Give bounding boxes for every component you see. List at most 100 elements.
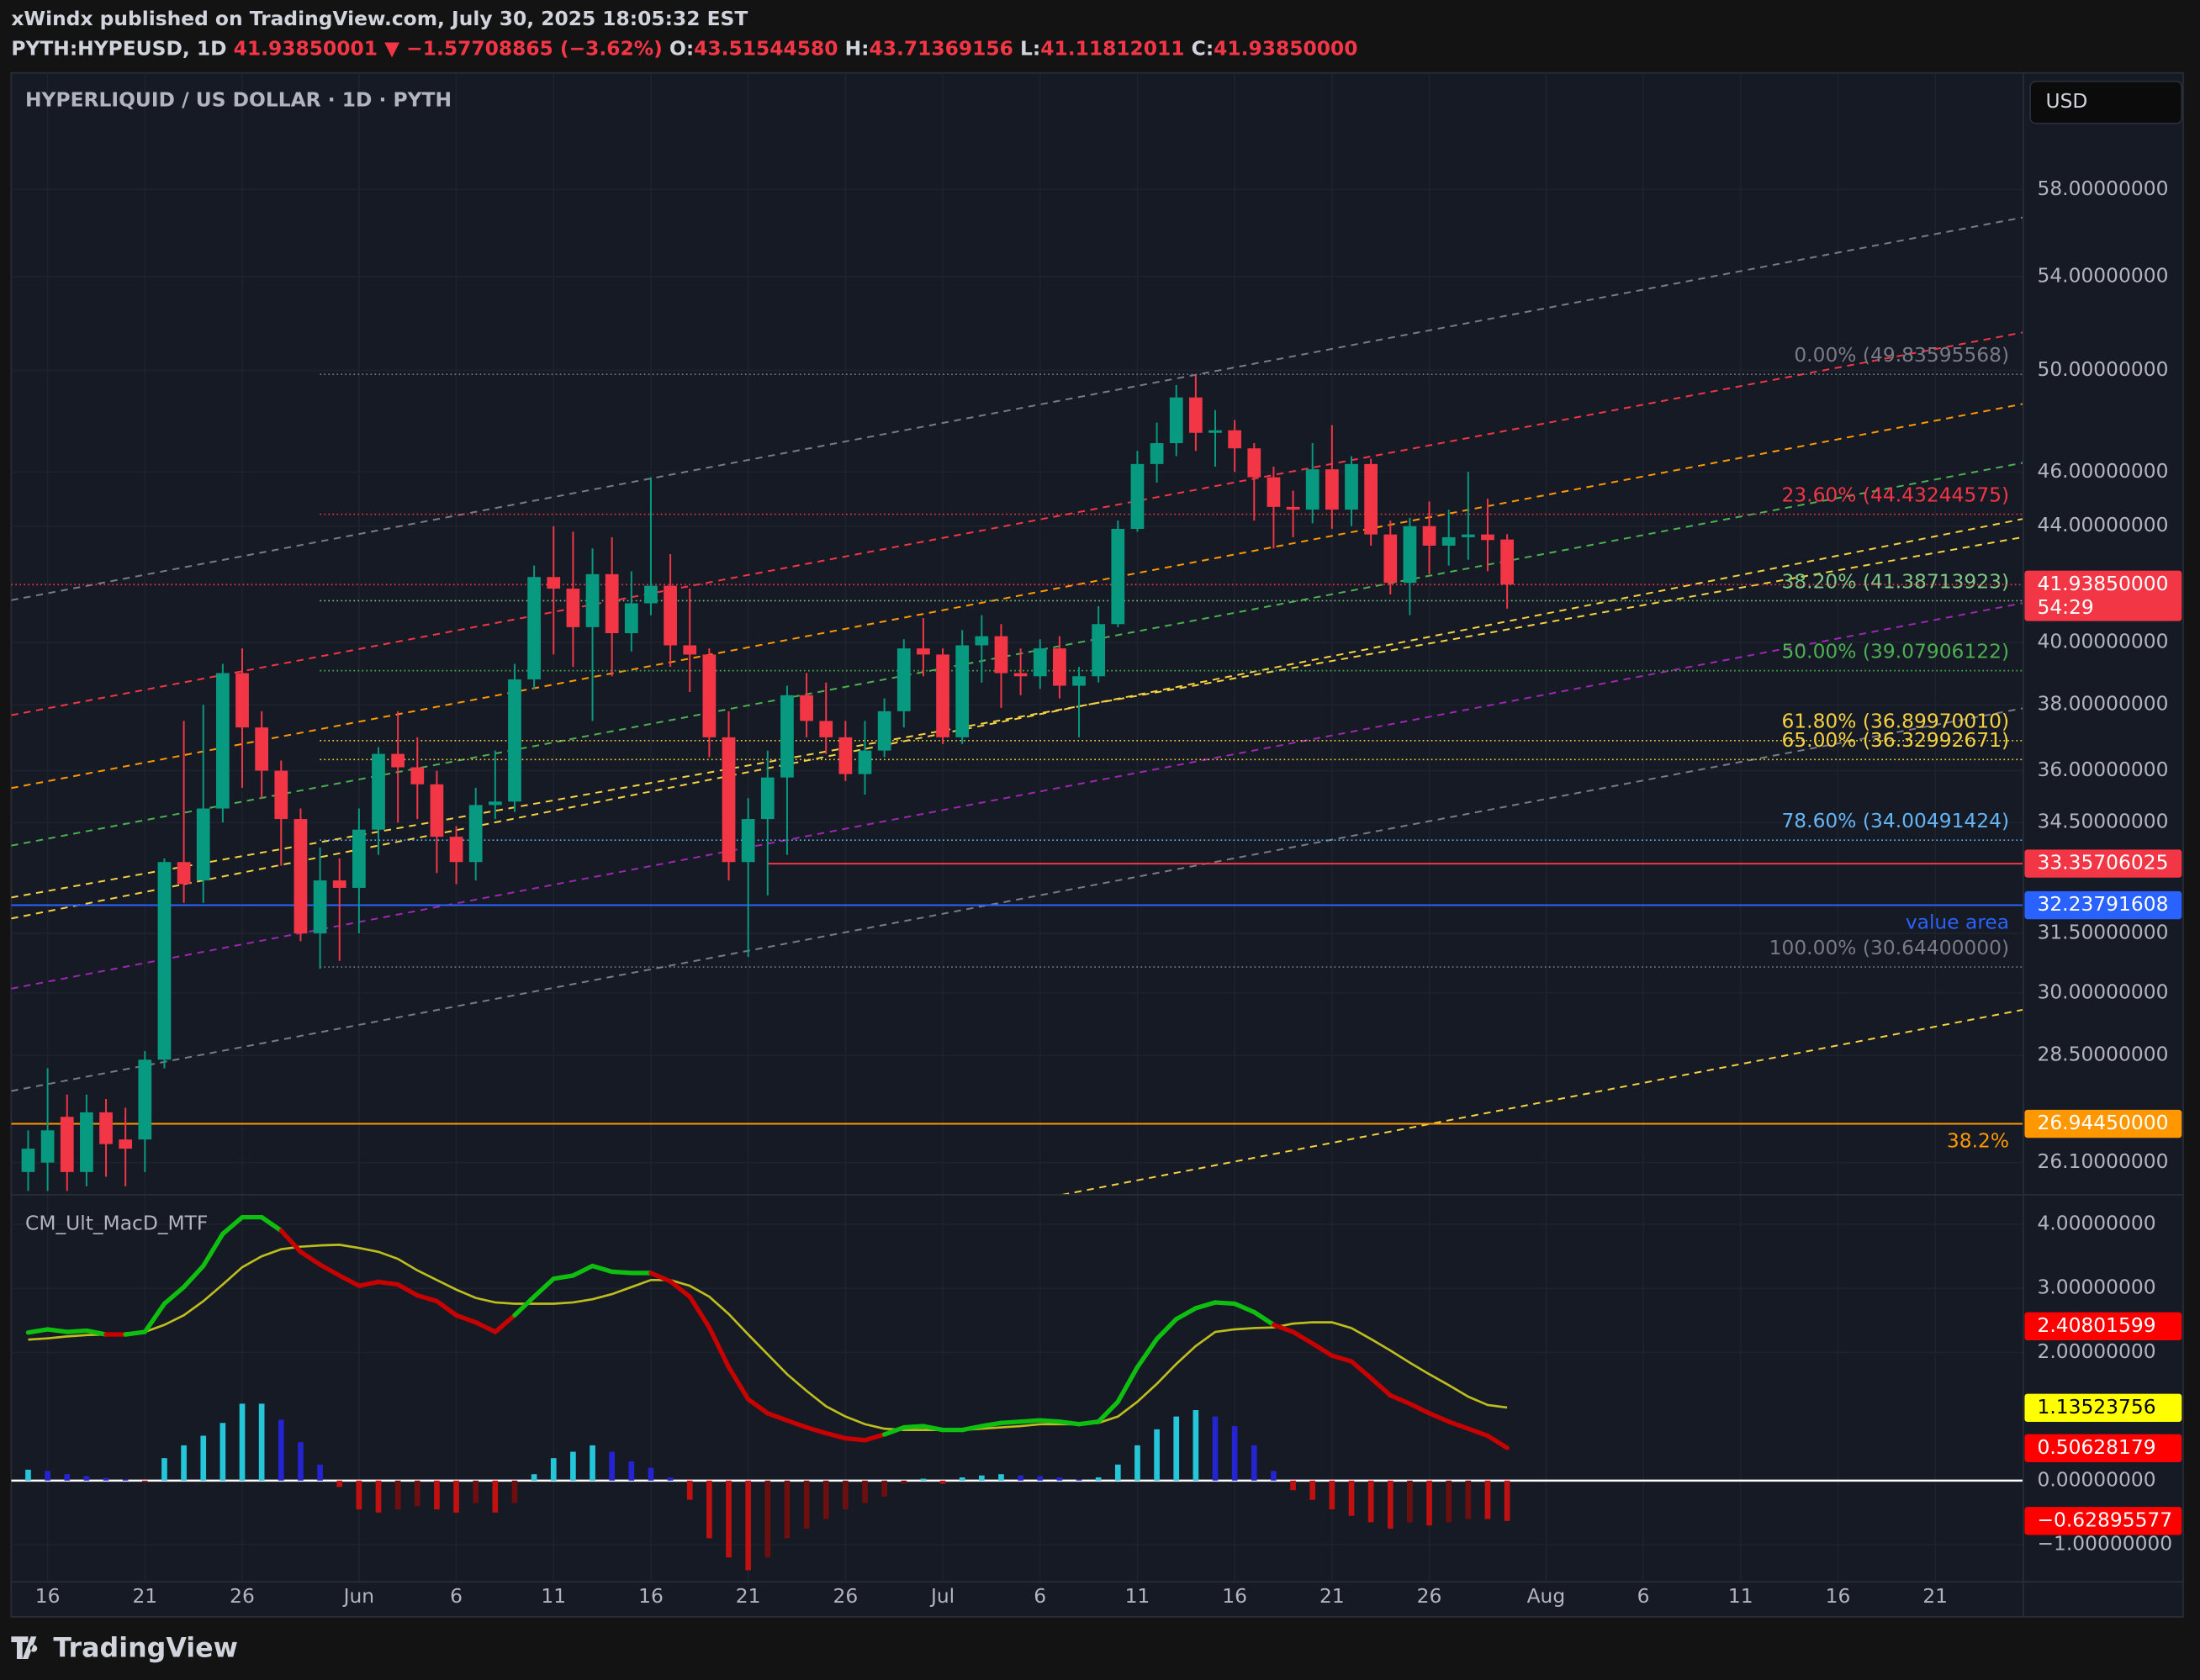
price-tag <box>2024 1109 2182 1138</box>
macd-line-segment <box>1349 1359 1373 1381</box>
candle-body <box>391 753 405 768</box>
y-tick-label: 44.00000000 <box>2037 513 2168 536</box>
x-tick-label: 21 <box>1922 1584 1948 1608</box>
candle-body <box>1403 526 1417 584</box>
candle-body <box>566 589 580 627</box>
macd-line-segment <box>1154 1317 1179 1342</box>
histogram-bar <box>998 1474 1004 1481</box>
histogram-bar <box>1251 1445 1257 1481</box>
histogram-bar <box>881 1480 887 1497</box>
chart-frame <box>10 71 2184 1618</box>
currency-button[interactable] <box>2029 80 2183 124</box>
x-tick-label: 11 <box>1125 1584 1150 1608</box>
ohlc-label: C: <box>1192 36 1214 60</box>
price-tag <box>2024 570 2182 621</box>
channel-lines <box>11 216 2023 1195</box>
channel-line <box>11 602 2023 990</box>
histogram-bar <box>258 1403 265 1481</box>
histogram-bar <box>667 1477 674 1481</box>
histogram-bar <box>1154 1429 1160 1481</box>
macd-tag-label: −0.62895577 <box>2037 1508 2172 1531</box>
histogram-bar <box>45 1471 50 1481</box>
x-tick-label: 21 <box>1319 1584 1345 1608</box>
histogram-bar <box>784 1480 791 1539</box>
histogram-bar <box>83 1476 90 1481</box>
macd-line-segment <box>1426 1411 1452 1424</box>
y-tick-label: 36.00000000 <box>2037 758 2168 781</box>
candle-body <box>1286 506 1300 510</box>
macd-line-segment <box>1057 1419 1081 1427</box>
macd-line-segment <box>1174 1306 1198 1322</box>
fib-label: 38.20% (41.38713923) <box>1781 569 2009 593</box>
x-tick-label: Aug <box>1527 1584 1566 1608</box>
x-tick-label: 26 <box>833 1584 858 1608</box>
histogram-bar <box>590 1445 595 1481</box>
candle-body <box>468 805 483 863</box>
macd-tick-label: 4.00000000 <box>2037 1212 2155 1235</box>
macd-line-segment <box>1232 1301 1256 1315</box>
x-tick-label: 26 <box>1417 1584 1442 1608</box>
histogram-bar <box>978 1475 985 1481</box>
histogram-bar <box>920 1478 927 1481</box>
x-tick-label: 26 <box>230 1584 255 1608</box>
x-tick-label: Jun <box>342 1584 374 1608</box>
candle-body <box>1345 463 1358 510</box>
candle-body <box>1072 676 1086 686</box>
logo-icon <box>11 1636 38 1659</box>
macd-line-segment <box>376 1279 400 1287</box>
macd-pane <box>11 1214 2023 1571</box>
histogram-bar <box>453 1480 459 1513</box>
histogram-bar <box>939 1480 946 1484</box>
macd-tick-label: −1.00000000 <box>2037 1532 2172 1556</box>
candle-body <box>1247 448 1261 478</box>
annotation: value area <box>1906 911 2009 934</box>
histogram-bar <box>959 1477 965 1481</box>
y-tick-label: 26.10000000 <box>2037 1149 2168 1173</box>
macd-tick-label: 0.00000000 <box>2037 1467 2155 1491</box>
histogram-bar <box>1076 1479 1082 1481</box>
candle-body <box>1092 624 1106 677</box>
macd-line-segment <box>161 1285 187 1307</box>
macd-line-segment <box>84 1328 108 1337</box>
x-tick-label: 6 <box>1637 1584 1650 1608</box>
histogram-bar <box>570 1451 576 1481</box>
y-tick-label: 34.50000000 <box>2037 810 2168 833</box>
histogram-bar <box>1484 1480 1491 1519</box>
y-tick-label: 38.00000000 <box>2037 692 2168 716</box>
channel-line <box>11 331 2023 716</box>
x-tick-label: Jul <box>929 1584 955 1608</box>
histogram-bar <box>317 1464 323 1481</box>
candle-body <box>352 829 366 888</box>
symbol-line: PYTH:HYPEUSD, 1D 41.93850001 ▼ −1.577088… <box>11 36 1357 60</box>
fib-label: 100.00% (30.64400000) <box>1769 936 2009 959</box>
macd-line-segment <box>1271 1322 1296 1334</box>
macd-line-segment <box>1290 1329 1315 1346</box>
candle-body <box>1033 648 1047 677</box>
symbol: PYTH:HYPEUSD, 1D <box>11 36 226 60</box>
macd-title: CM_Ult_MacD_MTF <box>25 1211 208 1234</box>
candle-body <box>664 585 677 646</box>
histogram-bar <box>1037 1476 1044 1481</box>
histogram-bar <box>1173 1416 1180 1481</box>
candle-body <box>410 767 425 785</box>
macd-line-segment <box>921 1424 945 1433</box>
currency[interactable]: USD <box>2045 89 2087 113</box>
histogram-bar <box>648 1467 654 1481</box>
macd-line-segment <box>1330 1353 1354 1364</box>
histogram-bar <box>531 1474 537 1481</box>
annotation: 38.2% <box>1947 1129 2009 1153</box>
price-tag-label: 33.35706025 <box>2037 851 2168 874</box>
candle-body <box>819 721 833 737</box>
y-tick-label: 28.50000000 <box>2037 1043 2168 1066</box>
histogram-bar <box>434 1480 440 1510</box>
macd-line-segment <box>531 1276 556 1299</box>
macd-line-segment <box>1018 1418 1043 1424</box>
histogram-bar <box>1193 1410 1199 1481</box>
candle-body <box>80 1112 93 1172</box>
macd-line-segment <box>1368 1376 1393 1398</box>
x-tick-label: 21 <box>736 1584 761 1608</box>
candle-body <box>1481 534 1494 541</box>
histogram-bar <box>1504 1480 1510 1521</box>
macd-line-segment <box>648 1271 673 1284</box>
histogram-bar <box>473 1480 479 1503</box>
